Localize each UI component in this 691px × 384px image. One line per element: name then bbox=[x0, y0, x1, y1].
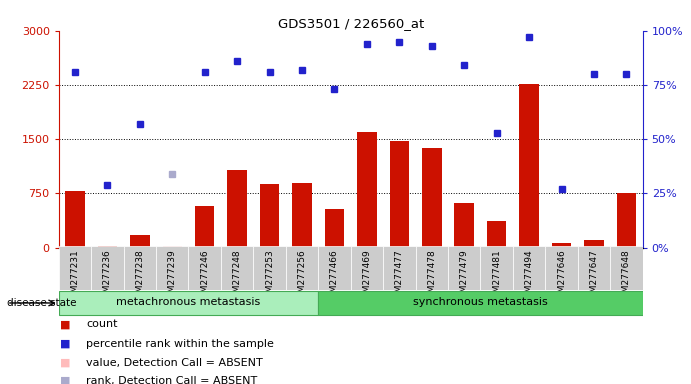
Bar bbox=[487, 221, 507, 248]
Bar bbox=[292, 183, 312, 248]
Text: GSM277647: GSM277647 bbox=[589, 249, 598, 304]
Bar bbox=[97, 246, 117, 248]
Text: count: count bbox=[86, 319, 118, 329]
Text: metachronous metastasis: metachronous metastasis bbox=[116, 298, 261, 308]
Text: ■: ■ bbox=[60, 358, 71, 368]
Bar bbox=[390, 141, 409, 248]
Text: GSM277466: GSM277466 bbox=[330, 249, 339, 304]
Bar bbox=[357, 132, 377, 248]
Bar bbox=[616, 193, 636, 248]
Text: ■: ■ bbox=[60, 319, 71, 329]
Text: ■: ■ bbox=[60, 339, 71, 349]
Text: GSM277239: GSM277239 bbox=[168, 249, 177, 304]
Text: GSM277238: GSM277238 bbox=[135, 249, 144, 304]
Bar bbox=[221, 246, 254, 290]
Text: value, Detection Call = ABSENT: value, Detection Call = ABSENT bbox=[86, 358, 263, 368]
Text: GSM277253: GSM277253 bbox=[265, 249, 274, 304]
Bar bbox=[319, 291, 643, 315]
Text: GSM277494: GSM277494 bbox=[524, 249, 533, 304]
Bar bbox=[578, 246, 610, 290]
Bar bbox=[520, 83, 539, 248]
Bar bbox=[189, 246, 221, 290]
Bar bbox=[552, 243, 571, 248]
Text: GSM277477: GSM277477 bbox=[395, 249, 404, 304]
Bar bbox=[350, 246, 383, 290]
Bar bbox=[319, 246, 350, 290]
Bar bbox=[545, 246, 578, 290]
Text: GSM277256: GSM277256 bbox=[298, 249, 307, 304]
Bar bbox=[156, 246, 189, 290]
Bar bbox=[260, 184, 279, 248]
Text: synchronous metastasis: synchronous metastasis bbox=[413, 298, 548, 308]
Text: rank, Detection Call = ABSENT: rank, Detection Call = ABSENT bbox=[86, 376, 258, 384]
Bar bbox=[124, 246, 156, 290]
Text: GSM277478: GSM277478 bbox=[427, 249, 436, 304]
Bar bbox=[480, 246, 513, 290]
Bar bbox=[513, 246, 545, 290]
Bar bbox=[286, 246, 319, 290]
Text: GSM277248: GSM277248 bbox=[233, 249, 242, 304]
Bar bbox=[455, 203, 474, 248]
Bar bbox=[227, 170, 247, 248]
Title: GDS3501 / 226560_at: GDS3501 / 226560_at bbox=[278, 17, 424, 30]
Text: disease state: disease state bbox=[7, 298, 77, 308]
Text: GSM277648: GSM277648 bbox=[622, 249, 631, 304]
Bar bbox=[162, 245, 182, 248]
Bar bbox=[422, 148, 442, 248]
Bar bbox=[65, 191, 85, 248]
Bar bbox=[91, 246, 124, 290]
Text: GSM277469: GSM277469 bbox=[362, 249, 371, 304]
Bar bbox=[254, 246, 286, 290]
Text: GSM277646: GSM277646 bbox=[557, 249, 566, 304]
Bar bbox=[59, 291, 319, 315]
Text: GSM277481: GSM277481 bbox=[492, 249, 501, 304]
Text: GSM277231: GSM277231 bbox=[70, 249, 79, 304]
Bar bbox=[383, 246, 415, 290]
Bar bbox=[130, 235, 149, 248]
Bar bbox=[584, 240, 604, 248]
Bar bbox=[610, 246, 643, 290]
Text: GSM277246: GSM277246 bbox=[200, 249, 209, 304]
Bar bbox=[415, 246, 448, 290]
Bar bbox=[59, 246, 91, 290]
Bar bbox=[195, 206, 214, 248]
Text: percentile rank within the sample: percentile rank within the sample bbox=[86, 339, 274, 349]
Text: GSM277236: GSM277236 bbox=[103, 249, 112, 304]
Text: GSM277479: GSM277479 bbox=[460, 249, 468, 304]
Bar bbox=[325, 209, 344, 248]
Text: ■: ■ bbox=[60, 376, 71, 384]
Bar bbox=[448, 246, 480, 290]
